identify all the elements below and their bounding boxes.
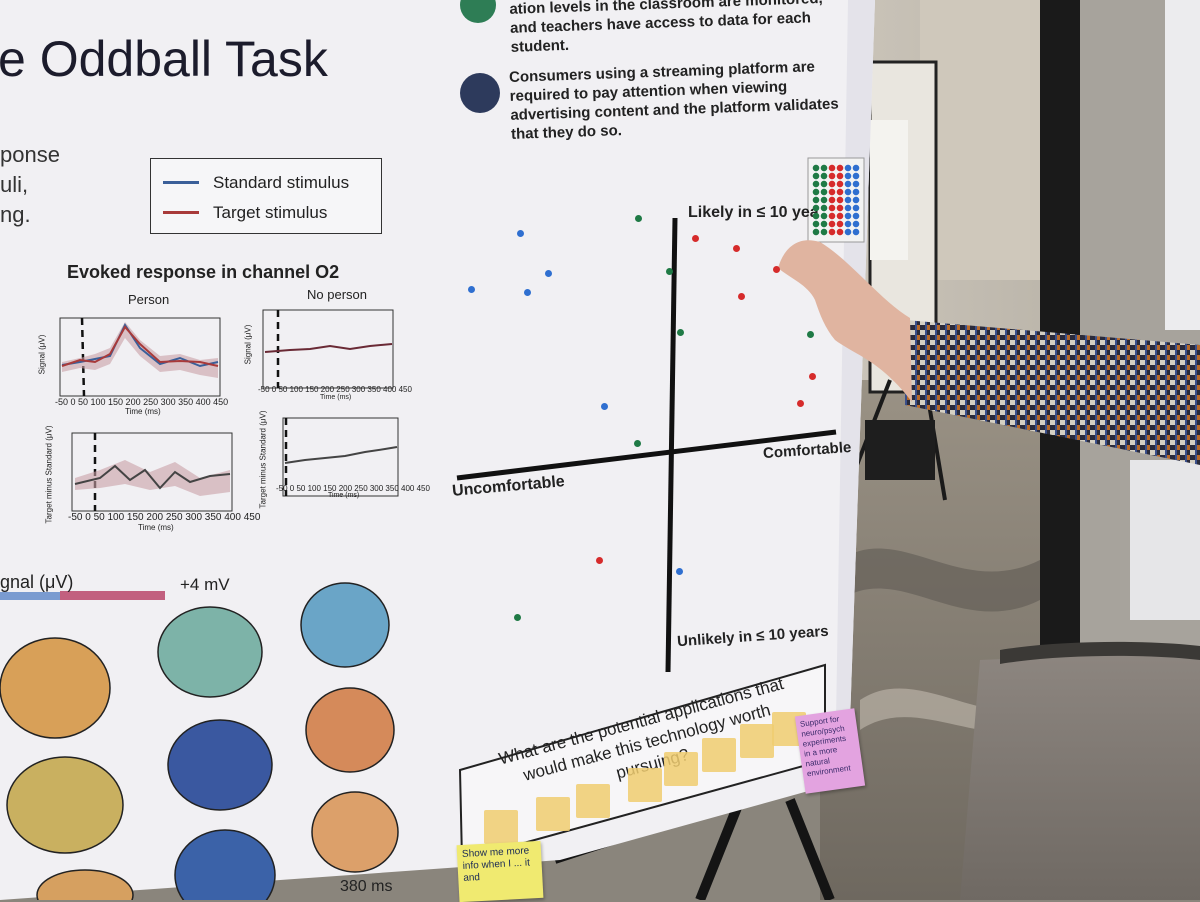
dot-sticker-sheet-blue [844, 164, 860, 236]
vote-dot-red [733, 245, 740, 252]
x-label-top-right: Time (ms) [320, 394, 352, 401]
vote-dot-red [773, 266, 780, 273]
vote-dot-green [635, 215, 642, 222]
x-ticks-top-right: -50 0 50 100 150 200 250 300 350 400 450 [258, 385, 412, 394]
legend-target-line [163, 211, 199, 214]
intro-line-3: ng. [0, 202, 31, 227]
vote-dot-green [677, 329, 684, 336]
answer-placeholder-note [576, 784, 610, 818]
plot-legend: Standard stimulus Target stimulus [150, 158, 382, 234]
vote-dot-blue [524, 289, 531, 296]
panel-no-person-label: No person [307, 287, 367, 302]
answer-placeholder-note [484, 810, 518, 844]
intro-line-1: ponse [0, 142, 60, 167]
legend-standard-label: Standard stimulus [213, 173, 350, 192]
legend-standard-line [163, 181, 199, 184]
topomap-time-label: 380 ms [340, 878, 393, 895]
answer-placeholder-note [628, 768, 662, 802]
vote-dot-blue [468, 286, 475, 293]
pink-sticky-note-text: Support for neuro/psych experiments in a… [799, 714, 852, 779]
x-ticks-bottom-right: -50 0 50 100 150 200 250 300 350 400 450 [276, 484, 430, 493]
panel-person-label: Person [128, 292, 170, 307]
vote-dot-green [634, 440, 641, 447]
answer-placeholder-note [740, 724, 774, 758]
vote-dot-blue [545, 270, 552, 277]
y-label-bottom-left: Target minus Standard (μV) [44, 425, 54, 524]
pink-sticky-note: Support for neuro/psych experiments in a… [794, 708, 866, 794]
x-label-top-left: Time (ms) [125, 407, 161, 416]
dot-sticker-sheet-red [828, 164, 844, 236]
vote-dot-red [692, 235, 699, 242]
yellow-sticky-note-text: Show me more info when I ... it and [461, 845, 531, 884]
vote-dot-green [666, 268, 673, 275]
x-ticks-top-left: -50 0 50 100 150 200 250 300 350 400 450 [55, 397, 229, 407]
x-ticks-bottom-left: -50 0 50 100 150 200 250 300 350 400 450 [68, 512, 261, 523]
y-label-bottom-right: Target minus Standard (μV) [258, 410, 268, 509]
x-label-bottom-right: Time (ms) [328, 492, 360, 499]
vote-dot-red [797, 400, 804, 407]
vote-dot-blue [517, 230, 524, 237]
vote-dot-green [807, 331, 814, 338]
answer-placeholder-note [664, 752, 698, 786]
legend-target-label: Target stimulus [213, 203, 328, 222]
intro-line-2: uli, [0, 172, 29, 197]
yellow-sticky-note: Show me more info when I ... it and [456, 840, 544, 902]
y-label-top-left: Signal (μV) [37, 334, 47, 375]
y-label-top-right: Signal (μV) [243, 324, 253, 365]
signal-scale-max: +4 mV [180, 575, 230, 594]
signal-scale-label: gnal (μV) [0, 572, 74, 592]
vote-dot-red [809, 373, 816, 380]
vote-dot-green [514, 614, 521, 621]
bullet-2-text: Consumers using a streaming platform are… [508, 58, 839, 143]
vote-dot-blue [676, 568, 683, 575]
vote-dot-red [596, 557, 603, 564]
vote-dot-blue [601, 403, 608, 410]
x-label-bottom-left: Time (ms) [138, 523, 174, 532]
answer-placeholder-note [536, 797, 570, 831]
quadrant-top-label: Likely in ≤ 10 yea [688, 204, 819, 221]
evoked-title: Evoked response in channel O2 [67, 262, 340, 282]
poster-title: e Oddball Task [0, 31, 328, 87]
vote-dot-red [738, 293, 745, 300]
answer-placeholder-note [702, 738, 736, 772]
dot-sticker-sheet [812, 164, 828, 236]
